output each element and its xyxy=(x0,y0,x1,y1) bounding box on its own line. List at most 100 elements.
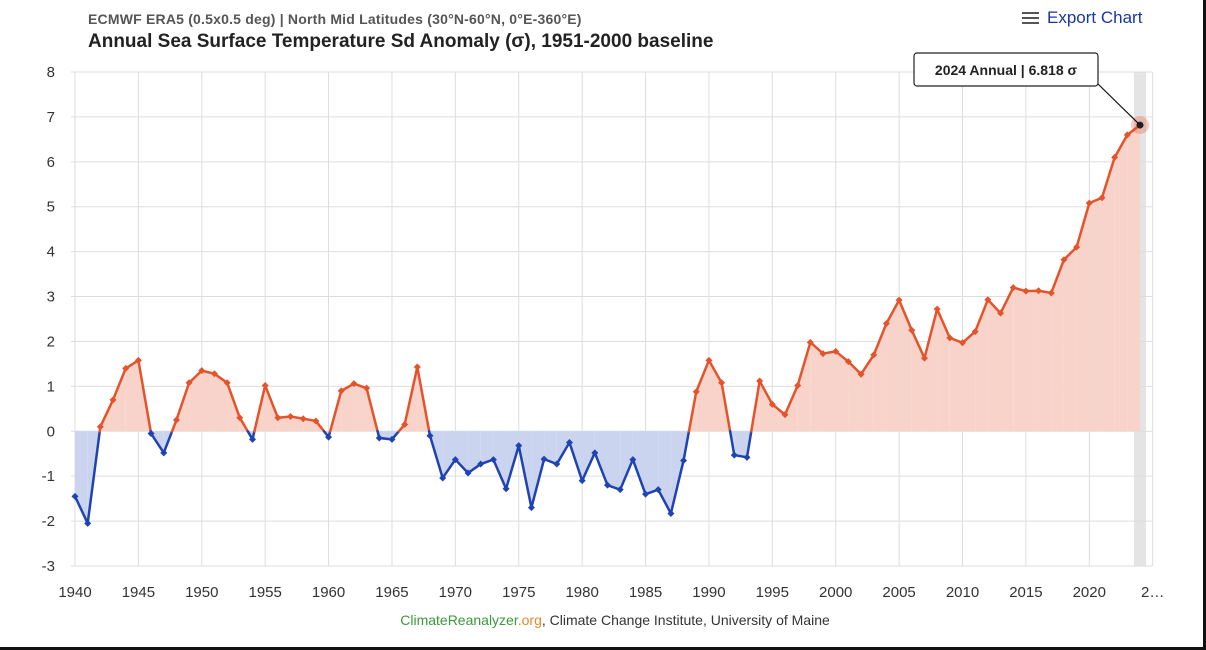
data-point[interactable] xyxy=(920,354,928,362)
credit-site-link[interactable]: ClimateReanalyzer xyxy=(400,612,518,628)
data-point[interactable] xyxy=(210,370,218,378)
data-point[interactable] xyxy=(109,396,117,404)
data-point[interactable] xyxy=(857,370,865,378)
data-point[interactable] xyxy=(908,326,916,334)
data-point[interactable] xyxy=(160,449,168,457)
positive-line-segment xyxy=(809,341,825,355)
data-point[interactable] xyxy=(743,453,751,461)
export-chart-button[interactable]: Export Chart xyxy=(1022,8,1142,28)
data-point[interactable] xyxy=(819,350,827,358)
data-point[interactable] xyxy=(832,347,840,355)
data-point[interactable] xyxy=(388,435,396,443)
data-point[interactable] xyxy=(718,379,726,387)
data-point[interactable] xyxy=(1085,199,1093,207)
data-point[interactable] xyxy=(515,442,523,450)
data-point[interactable] xyxy=(806,338,814,346)
data-point[interactable] xyxy=(401,421,409,429)
data-point[interactable] xyxy=(1123,131,1131,139)
data-point[interactable] xyxy=(616,486,624,494)
negative-area xyxy=(556,431,570,465)
data-point[interactable] xyxy=(882,319,890,327)
data-point[interactable] xyxy=(540,455,548,463)
data-point[interactable] xyxy=(489,456,497,464)
data-point[interactable] xyxy=(261,381,269,389)
data-point[interactable] xyxy=(350,380,358,388)
data-point[interactable] xyxy=(1060,256,1068,264)
x-tick-label: 2010 xyxy=(946,584,979,601)
data-point[interactable] xyxy=(287,412,295,420)
data-point[interactable] xyxy=(642,490,650,498)
negative-line-segment xyxy=(441,458,457,480)
data-point[interactable] xyxy=(426,432,434,440)
negative-line-segment xyxy=(492,458,508,491)
data-point[interactable] xyxy=(337,387,345,395)
data-point[interactable] xyxy=(1111,153,1119,161)
data-point[interactable] xyxy=(730,451,738,459)
negative-line-segment xyxy=(631,458,647,496)
data-point[interactable] xyxy=(363,384,371,392)
data-point[interactable] xyxy=(781,411,789,419)
positive-area xyxy=(797,342,811,432)
data-point[interactable] xyxy=(527,504,535,512)
data-point[interactable] xyxy=(451,456,459,464)
positive-line-segment xyxy=(1050,258,1066,295)
data-point[interactable] xyxy=(223,379,231,387)
data-point[interactable] xyxy=(236,414,244,422)
data-point[interactable] xyxy=(147,430,155,438)
data-point[interactable] xyxy=(502,485,510,493)
data-point[interactable] xyxy=(172,416,180,424)
data-point[interactable] xyxy=(794,381,802,389)
data-point[interactable] xyxy=(84,519,92,527)
data-point[interactable] xyxy=(1009,284,1017,292)
data-point[interactable] xyxy=(933,305,941,313)
data-point[interactable] xyxy=(1047,289,1055,297)
data-point[interactable] xyxy=(984,296,992,304)
credit-site-tld[interactable]: .org xyxy=(517,612,542,628)
data-point[interactable] xyxy=(604,481,611,489)
data-point[interactable] xyxy=(553,460,561,468)
positive-area xyxy=(1076,203,1090,432)
data-point[interactable] xyxy=(71,492,79,500)
data-point[interactable] xyxy=(895,296,903,304)
data-point[interactable] xyxy=(959,339,966,347)
tooltip-text: 2024 Annual | 6.818 σ xyxy=(935,62,1078,78)
data-point[interactable] xyxy=(565,439,573,446)
data-point[interactable] xyxy=(591,449,599,457)
data-point[interactable] xyxy=(971,328,979,336)
data-point[interactable] xyxy=(692,388,700,396)
data-point[interactable] xyxy=(464,469,472,477)
data-point[interactable] xyxy=(249,435,256,443)
data-point[interactable] xyxy=(122,364,130,372)
x-tick-label: 1985 xyxy=(629,584,662,601)
data-point[interactable] xyxy=(768,400,776,408)
data-point[interactable] xyxy=(997,309,1005,317)
data-point[interactable] xyxy=(1073,243,1081,251)
data-point[interactable] xyxy=(96,423,104,431)
data-point[interactable] xyxy=(1022,287,1030,295)
data-point[interactable] xyxy=(629,456,637,464)
positive-line-segment xyxy=(758,379,774,406)
data-point[interactable] xyxy=(312,417,320,425)
data-point[interactable] xyxy=(667,509,675,517)
data-point[interactable] xyxy=(946,334,954,342)
data-point[interactable] xyxy=(477,460,485,468)
data-point[interactable] xyxy=(578,477,586,485)
data-point[interactable] xyxy=(325,433,333,441)
data-point[interactable] xyxy=(413,363,421,371)
data-point[interactable] xyxy=(1098,194,1106,202)
data-point[interactable] xyxy=(134,356,142,364)
data-point[interactable] xyxy=(274,414,282,422)
data-point[interactable] xyxy=(680,456,688,464)
positive-line-segment xyxy=(225,381,242,420)
data-point[interactable] xyxy=(654,486,662,494)
data-point[interactable] xyxy=(844,358,852,366)
data-point[interactable] xyxy=(375,434,383,442)
data-point[interactable] xyxy=(198,367,206,375)
data-point[interactable] xyxy=(439,474,447,482)
data-point[interactable] xyxy=(299,415,307,423)
data-point[interactable] xyxy=(756,377,764,385)
data-point[interactable] xyxy=(705,356,713,364)
data-point[interactable] xyxy=(185,379,193,387)
data-point[interactable] xyxy=(870,351,878,359)
data-point[interactable] xyxy=(1035,287,1043,295)
